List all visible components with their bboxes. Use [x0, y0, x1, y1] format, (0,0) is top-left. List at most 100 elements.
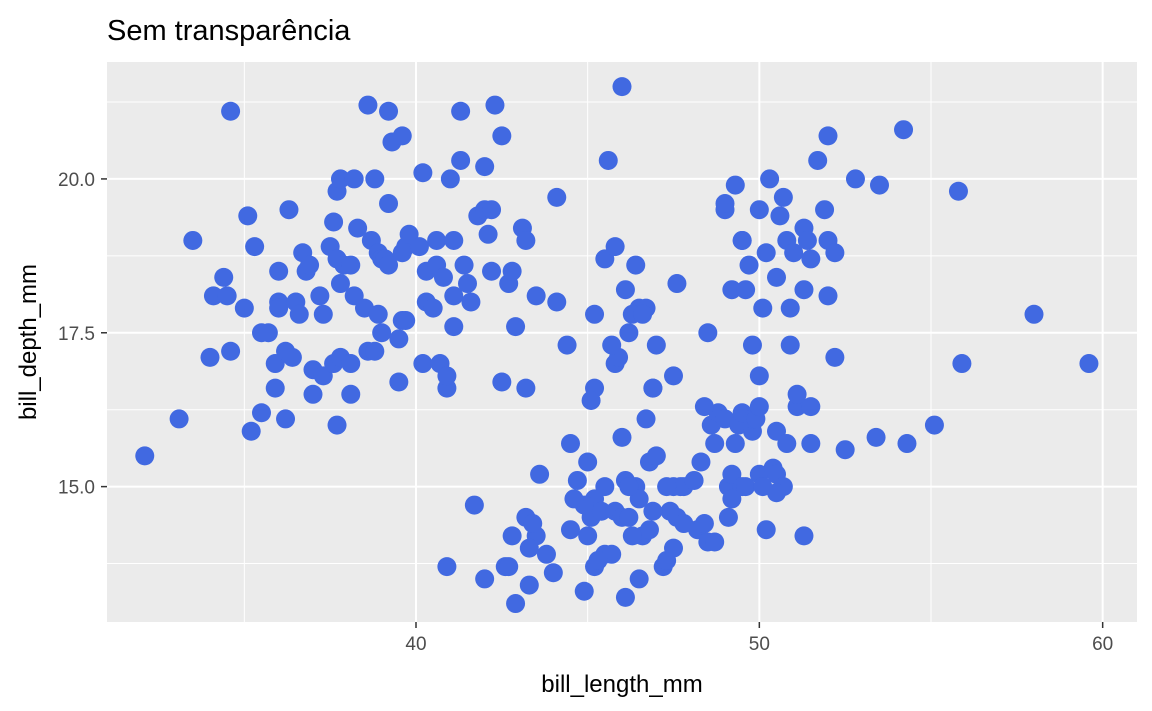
data-point: [780, 298, 800, 318]
data-point: [379, 255, 399, 275]
data-point: [303, 384, 323, 404]
data-point: [269, 298, 289, 318]
data-point: [756, 520, 776, 540]
data-point: [801, 249, 821, 269]
data-point: [536, 544, 556, 564]
data-point: [725, 434, 745, 454]
data-point: [736, 477, 756, 497]
data-point: [530, 464, 550, 484]
data-point: [777, 434, 797, 454]
data-point: [437, 557, 457, 577]
data-point: [722, 280, 742, 300]
y-tick-label: 17.5: [58, 324, 95, 345]
data-point: [358, 95, 378, 115]
data-point: [252, 403, 271, 423]
data-point: [324, 212, 344, 232]
data-point: [694, 397, 714, 417]
data-point: [952, 354, 972, 374]
data-point: [619, 323, 639, 343]
data-point: [203, 286, 223, 306]
data-point: [396, 310, 416, 330]
data-point: [818, 286, 838, 306]
data-point: [341, 255, 361, 275]
data-point: [825, 347, 845, 367]
data-point: [519, 575, 539, 595]
data-point: [413, 354, 433, 374]
data-point: [753, 298, 773, 318]
data-point: [815, 200, 835, 220]
data-point: [732, 230, 752, 250]
data-point: [464, 495, 484, 515]
data-point: [200, 347, 220, 367]
data-point: [674, 514, 694, 534]
data-point: [241, 421, 261, 441]
data-point: [341, 384, 361, 404]
data-point: [183, 230, 203, 250]
data-point: [475, 569, 495, 589]
data-point: [444, 317, 464, 337]
data-point: [506, 594, 526, 614]
data-point: [561, 434, 580, 454]
data-point: [492, 372, 512, 392]
data-point: [684, 470, 704, 490]
data-point: [444, 286, 464, 306]
data-point: [773, 187, 793, 207]
data-point: [767, 267, 786, 287]
data-point: [523, 514, 543, 534]
data-point: [214, 267, 234, 287]
data-point: [567, 470, 587, 490]
y-axis-ticks: 15.0 17.5 20.0: [58, 170, 107, 499]
data-point: [365, 341, 385, 361]
data-point: [444, 230, 464, 250]
data-point: [646, 335, 666, 355]
y-tick-label: 20.0: [58, 170, 95, 191]
data-point: [492, 126, 512, 146]
data-point: [612, 427, 632, 447]
data-point: [664, 538, 683, 558]
data-point: [221, 341, 241, 361]
data-point: [561, 520, 580, 540]
data-point: [643, 501, 663, 521]
minor-gridlines: [107, 62, 1137, 622]
data-point: [794, 280, 814, 300]
x-axis-title: bill_length_mm: [541, 671, 702, 698]
data-point: [451, 150, 471, 170]
data-point: [427, 230, 447, 250]
data-point: [516, 378, 536, 398]
x-tick-label: 60: [1092, 634, 1113, 655]
data-point: [389, 372, 409, 392]
data-point: [626, 255, 646, 275]
data-point: [578, 452, 598, 472]
data-point: [341, 354, 361, 374]
data-point: [506, 317, 526, 337]
data-point: [749, 366, 769, 386]
data-point: [602, 335, 622, 355]
x-tick-label: 50: [749, 634, 770, 655]
data-point: [801, 434, 821, 454]
x-axis-ticks: 40 50 60: [405, 622, 1113, 655]
data-point: [622, 526, 642, 546]
data-point: [245, 237, 265, 257]
data-point: [313, 304, 333, 324]
data-point: [643, 378, 663, 398]
data-point: [808, 150, 828, 170]
data-point: [722, 489, 742, 509]
data-point: [238, 206, 258, 226]
data-point: [780, 335, 800, 355]
data-point: [440, 169, 460, 189]
data-point: [169, 409, 189, 429]
data-point: [135, 446, 155, 466]
data-point: [557, 335, 577, 355]
data-point: [767, 483, 786, 503]
data-point: [368, 304, 388, 324]
data-point: [433, 267, 453, 287]
data-point: [454, 255, 474, 275]
data-point: [585, 304, 605, 324]
data-point: [289, 304, 309, 324]
data-point: [591, 501, 611, 521]
data-point: [605, 237, 625, 257]
data-point: [595, 477, 615, 497]
data-point: [694, 514, 714, 534]
data-point: [787, 384, 807, 404]
data-point: [1079, 354, 1099, 374]
